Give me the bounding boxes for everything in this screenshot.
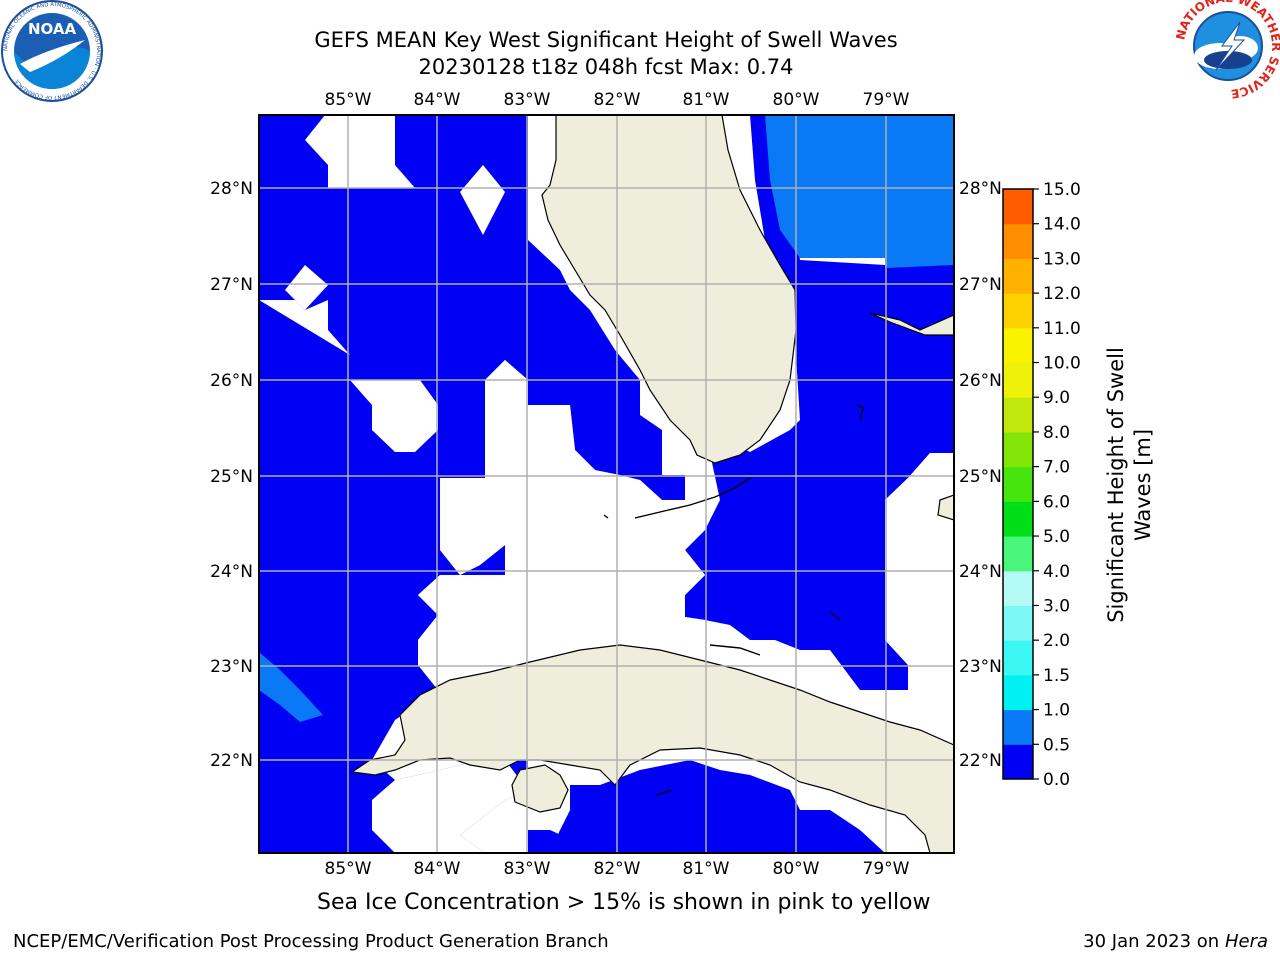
lat-label: 28°N xyxy=(959,179,1002,199)
footer-host: Hera xyxy=(1224,931,1268,952)
colorbar-band xyxy=(1003,744,1033,780)
lon-label: 83°W xyxy=(504,90,551,110)
keys-islands xyxy=(603,404,864,796)
footer-date: 30 Jan 2023 on Hera xyxy=(1083,931,1268,952)
colorbar-tick-label: 11.0 xyxy=(1043,319,1081,339)
lon-label: 79°W xyxy=(863,859,910,879)
colorbar-tick-label: 10.0 xyxy=(1043,354,1081,374)
chart-title: GEFS MEAN Key West Significant Height of… xyxy=(314,28,898,52)
colorbar-tick-label: 0.5 xyxy=(1043,735,1070,755)
chart-subtitle: 20230128 t18z 048h fcst Max: 0.74 xyxy=(418,55,794,79)
no-data-gaps xyxy=(285,165,954,853)
lat-label: 26°N xyxy=(959,371,1002,391)
lon-label: 81°W xyxy=(683,90,730,110)
colorbar-band xyxy=(1003,189,1033,225)
lon-label: 82°W xyxy=(594,90,641,110)
lat-label: 28°N xyxy=(210,179,253,199)
colorbar-tick-label: 2.0 xyxy=(1043,631,1070,651)
colorbar-label: Significant Height of Swell Waves [m] xyxy=(1104,347,1155,623)
lon-label: 85°W xyxy=(325,859,372,879)
lon-label: 84°W xyxy=(414,859,461,879)
lon-label: 81°W xyxy=(683,859,730,879)
lat-labels-left: 28°N 27°N 26°N 25°N 24°N 23°N 22°N xyxy=(210,179,253,771)
colorbar-band xyxy=(1003,570,1033,606)
colorbar-band xyxy=(1003,640,1033,676)
florida-land xyxy=(541,115,797,464)
colorbar-label-line1: Significant Height of Swell xyxy=(1104,347,1128,623)
lon-label: 80°W xyxy=(773,90,820,110)
colorbar: 0.0 0.5 1.0 1.5 2.0 3.0 4.0 5.0 6.0 7.0 8.0 9.0 10.0… xyxy=(1002,180,1081,790)
lon-label: 82°W xyxy=(594,859,641,879)
colorbar-tick-label: 1.0 xyxy=(1043,701,1070,721)
lon-labels-top: 85°W 84°W 83°W 82°W 81°W 80°W 79°W xyxy=(325,90,910,110)
colorbar-tick-label: 13.0 xyxy=(1043,249,1081,269)
lat-label: 23°N xyxy=(959,657,1002,677)
colorbar-band xyxy=(1003,362,1033,398)
colorbar-tick-label: 7.0 xyxy=(1043,458,1070,478)
colorbar-tick-label: 8.0 xyxy=(1043,423,1070,443)
colorbar-band xyxy=(1003,397,1033,433)
lon-label: 83°W xyxy=(504,859,551,879)
colorbar-tick-label: 0.0 xyxy=(1043,770,1070,790)
cuba-land xyxy=(350,312,954,853)
colorbar-tick-label: 5.0 xyxy=(1043,527,1070,547)
lon-labels-bottom: 85°W 84°W 83°W 82°W 81°W 80°W 79°W xyxy=(325,859,910,879)
lat-label: 25°N xyxy=(210,467,253,487)
colorbar-tick-label: 6.0 xyxy=(1043,492,1070,512)
colorbar-band xyxy=(1003,536,1033,572)
sea-ice-note: Sea Ice Concentration > 15% is shown in … xyxy=(317,890,931,915)
lat-label: 23°N xyxy=(210,657,253,677)
lon-label: 85°W xyxy=(325,90,372,110)
map-panel xyxy=(258,114,955,854)
lat-label: 25°N xyxy=(959,467,1002,487)
footer-date-text: 30 Jan 2023 on xyxy=(1083,931,1225,952)
colorbar-band xyxy=(1003,223,1033,259)
lon-label: 80°W xyxy=(773,859,820,879)
colorbar-tick-label: 14.0 xyxy=(1043,215,1081,235)
colorbar-band xyxy=(1003,605,1033,641)
colorbar-band xyxy=(1003,293,1033,329)
lat-label: 24°N xyxy=(959,562,1002,582)
map-gridlines xyxy=(259,115,954,853)
colorbar-label-line2: Waves [m] xyxy=(1131,429,1155,541)
colorbar-band xyxy=(1003,327,1033,364)
swell-mid-fill xyxy=(259,115,954,722)
colorbar-tick-label: 1.5 xyxy=(1043,666,1070,686)
colorbar-tick-label: 12.0 xyxy=(1043,284,1081,304)
colorbar-band xyxy=(1003,501,1033,537)
noaa-logo-icon: NOAA NATIONAL OCEANIC AND ATMOSPHERIC AD… xyxy=(1,0,103,102)
colorbar-band xyxy=(1003,709,1033,745)
lat-label: 24°N xyxy=(210,562,253,582)
lon-label: 79°W xyxy=(863,90,910,110)
colorbar-band xyxy=(1003,466,1033,502)
colorbar-band xyxy=(1003,431,1033,468)
lat-label: 22°N xyxy=(210,751,253,771)
lon-label: 84°W xyxy=(414,90,461,110)
lat-labels-right: 28°N 27°N 26°N 25°N 24°N 23°N 22°N xyxy=(959,179,1002,771)
colorbar-band xyxy=(1003,674,1033,711)
colorbar-band xyxy=(1003,258,1033,294)
colorbar-tick-label: 4.0 xyxy=(1043,562,1070,582)
lat-label: 26°N xyxy=(210,371,253,391)
colorbar-tick-label: 15.0 xyxy=(1043,180,1081,200)
colorbar-tick-label: 9.0 xyxy=(1043,388,1070,408)
colorbar-frame xyxy=(1002,188,1034,780)
lat-label: 27°N xyxy=(959,275,1002,295)
noaa-logo-text: NOAA xyxy=(28,20,77,38)
footer-credit: NCEP/EMC/Verification Post Processing Pr… xyxy=(13,931,609,952)
colorbar-tick-label: 3.0 xyxy=(1043,596,1070,616)
lat-label: 22°N xyxy=(959,751,1002,771)
lat-label: 27°N xyxy=(210,275,253,295)
